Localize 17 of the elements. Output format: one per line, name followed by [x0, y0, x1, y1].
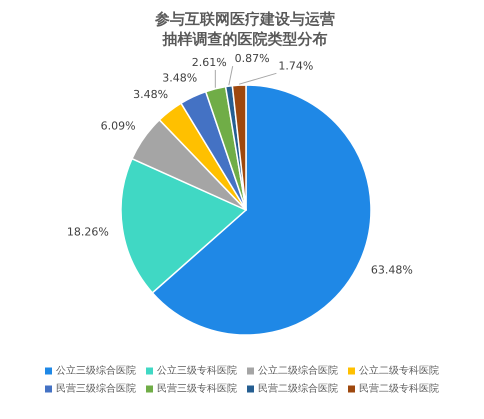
legend-label: 公立二级专科医院 [359, 364, 439, 376]
legend-label: 公立三级专科医院 [157, 364, 237, 376]
legend-label: 公立二级综合医院 [258, 364, 338, 376]
data-label: 6.09% [100, 120, 136, 133]
data-label: 2.61% [192, 56, 227, 69]
legend-label: 民营三级专科医院 [157, 382, 237, 394]
chart-title: 参与互联网医疗建设与运营抽样调查的医院类型分布 [154, 10, 335, 48]
legend-label: 公立三级综合医院 [56, 364, 136, 376]
data-label: 1.74% [278, 59, 314, 72]
data-label: 3.48% [133, 88, 168, 102]
legend-label: 民营三级综合医院 [56, 382, 136, 394]
data-label: 0.87% [234, 52, 270, 66]
data-label: 18.26% [66, 225, 109, 238]
data-label: 63.48% [370, 263, 413, 276]
legend-label: 民营二级专科医院 [359, 382, 439, 394]
legend-label: 民营二级综合医院 [258, 382, 338, 394]
data-label: 3.48% [162, 72, 198, 85]
